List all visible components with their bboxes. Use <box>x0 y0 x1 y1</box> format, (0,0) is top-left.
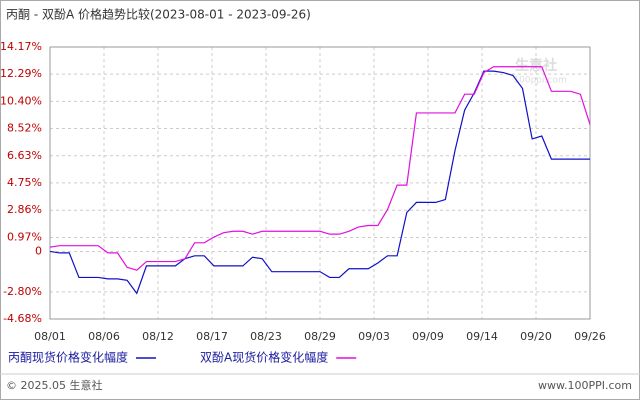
y-tick-label: -2.80% <box>3 285 42 298</box>
y-tick-label: 10.40% <box>0 94 42 107</box>
series-line <box>49 66 591 271</box>
x-tick-label: 09/03 <box>358 330 390 343</box>
x-tick-label: 08/01 <box>34 330 66 343</box>
y-tick-label: 0.97% <box>7 230 42 243</box>
x-tick-label: 08/29 <box>304 330 336 343</box>
x-tick-label: 08/23 <box>250 330 282 343</box>
footer-left: © 2025.05 生意社 <box>6 378 102 392</box>
series-line <box>49 70 590 295</box>
x-tick-label: 09/14 <box>466 330 498 343</box>
x-tick-label: 09/20 <box>520 330 552 343</box>
x-tick-label: 08/12 <box>142 330 174 343</box>
y-tick-label: 6.63% <box>7 149 42 162</box>
footer-right: www.100PPI.com <box>538 379 632 392</box>
y-tick-label: 0 <box>35 244 42 257</box>
legend-label: 双酚A现货价格变化幅度 <box>200 350 328 365</box>
watermark-url: 100ppi.com <box>513 76 566 86</box>
x-tick-label: 09/09 <box>412 330 444 343</box>
x-tick-label: 09/26 <box>574 330 606 343</box>
y-tick-label: -4.68% <box>3 312 42 325</box>
chart-title: 丙酮 - 双酚A 价格趋势比较(2023-08-01 - 2023-09-26) <box>6 7 311 22</box>
y-tick-label: 8.52% <box>7 122 42 135</box>
y-tick-label: 4.75% <box>7 176 42 189</box>
y-tick-label: 12.29% <box>0 67 42 80</box>
legend-label: 丙酮现货价格变化幅度 <box>8 350 128 365</box>
x-tick-label: 08/06 <box>88 330 120 343</box>
plot-border <box>49 46 591 320</box>
y-tick-label: 14.17% <box>0 40 42 53</box>
y-tick-label: 2.86% <box>7 203 42 216</box>
x-tick-label: 08/17 <box>196 330 228 343</box>
